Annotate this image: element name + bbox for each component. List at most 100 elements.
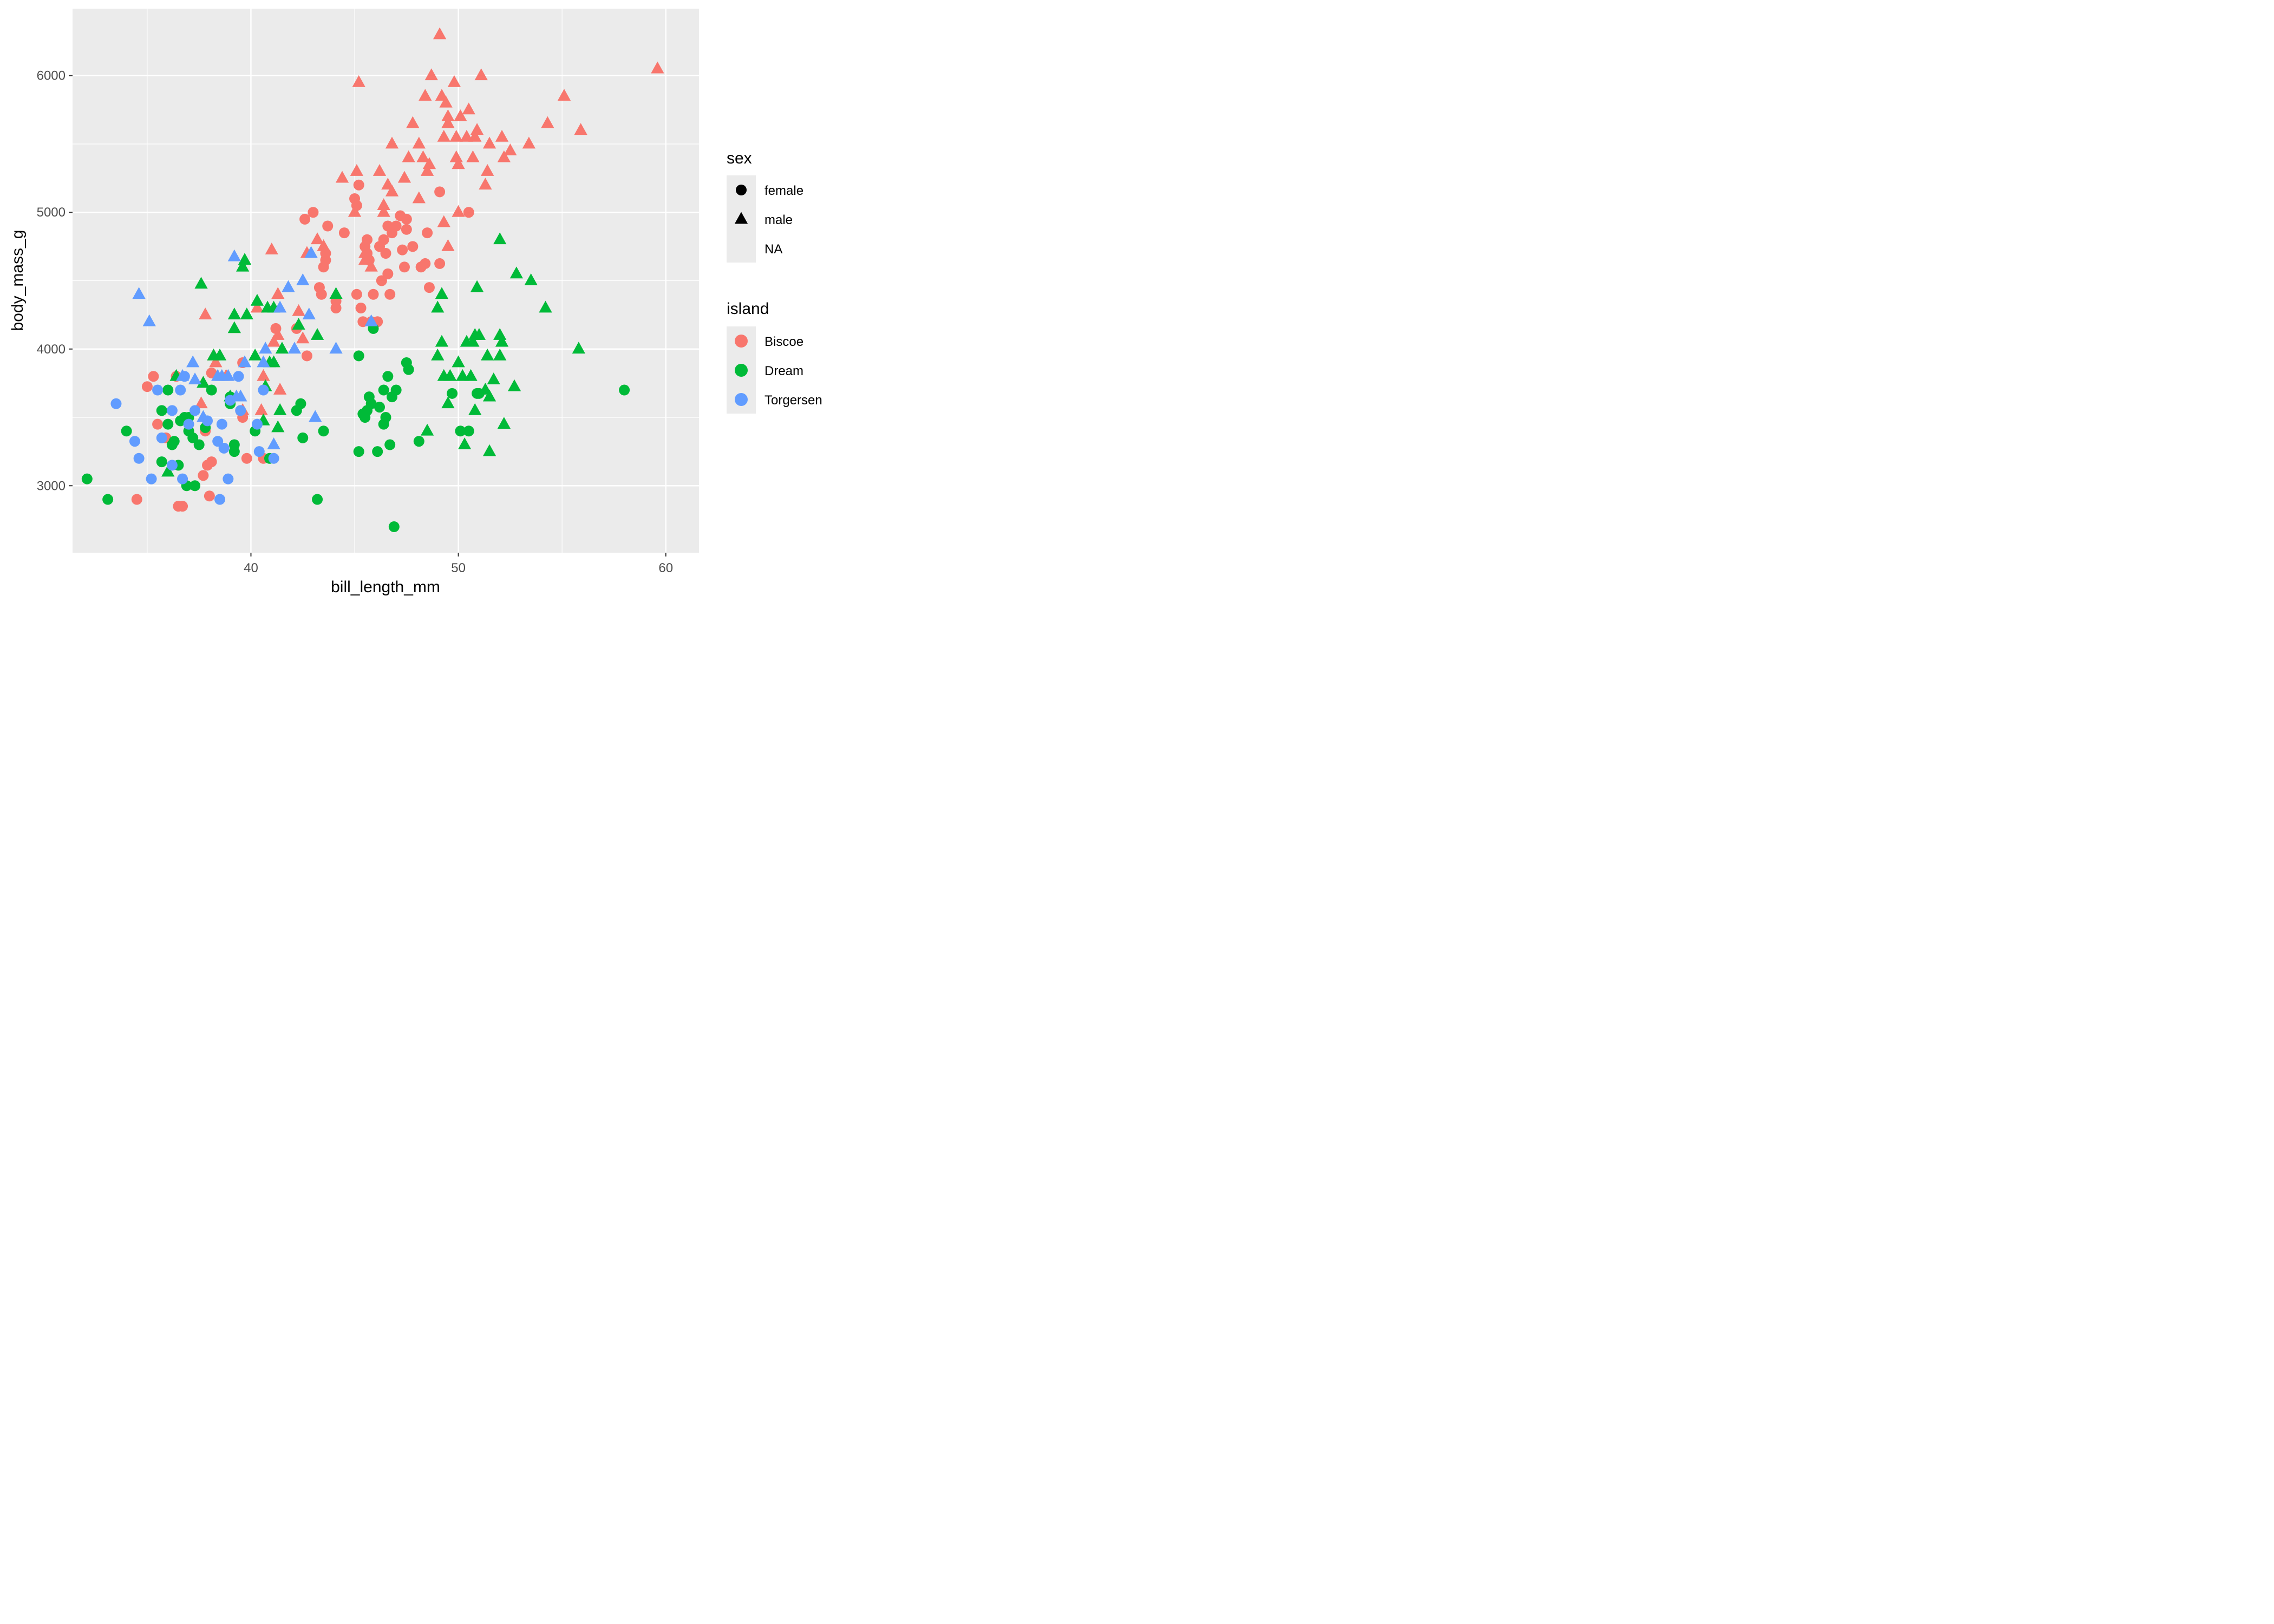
point-dream-male [539,300,552,313]
point-dream-female [403,364,414,375]
point-biscoe-female [423,282,435,293]
point-dream-female [374,402,385,413]
point-biscoe-female [398,261,410,273]
point-biscoe-male [522,136,535,149]
point-biscoe-male [441,109,455,121]
point-biscoe-male [504,143,517,155]
point-biscoe-male [358,246,372,258]
major-gridlines [73,9,699,553]
point-torgersen-male [296,273,310,285]
point-dream-female [353,446,364,457]
point-biscoe-male [454,109,467,121]
point-biscoe-male [416,150,430,162]
point-dream-male [161,464,175,477]
point-dream-female [365,398,377,409]
legend-key-female [736,185,747,195]
point-dream-female [390,384,402,396]
point-biscoe-male [481,163,494,176]
point-torgersen-female [268,453,279,464]
point-torgersen-male [227,249,241,261]
point-dream-male [493,232,507,245]
point-dream-female [102,494,114,505]
point-biscoe-male [495,129,509,142]
point-torgersen-male [259,342,272,354]
point-dream-female [156,456,167,468]
point-torgersen-male [197,410,210,422]
point-dream-female [190,480,201,492]
point-dream-male [431,300,445,313]
point-biscoe-male [310,232,324,245]
point-biscoe-female [141,381,153,392]
point-biscoe-female [380,247,391,259]
point-dream-female [81,473,93,484]
point-torgersen-male [186,355,200,368]
point-dream-male [458,437,472,449]
point-biscoe-male [402,150,415,162]
point-biscoe-male [199,307,212,319]
point-biscoe-male [449,129,463,142]
point-biscoe-male [296,331,310,344]
point-biscoe-male [466,150,480,162]
point-biscoe-female [353,179,364,191]
point-biscoe-male [385,136,399,149]
point-biscoe-male [265,243,278,255]
point-biscoe-female [206,456,217,468]
point-torgersen-female [110,398,122,409]
point-biscoe-female [401,213,412,225]
y-tick-label: 6000 [37,69,66,83]
point-biscoe-male [358,253,372,265]
point-dream-male [227,321,241,333]
point-torgersen-female [156,432,167,443]
point-biscoe-male [209,355,223,368]
point-biscoe-male [651,61,664,74]
point-dream-male [524,273,538,285]
point-biscoe-male [250,300,264,313]
point-dream-male [213,348,227,361]
point-biscoe-male [273,383,287,395]
point-torgersen-male [304,246,318,258]
legend-label-biscoe: Biscoe [764,335,803,349]
point-torgersen-female [129,436,140,447]
point-torgersen-female [258,384,269,396]
point-torgersen-female [214,494,226,505]
point-biscoe-female [301,350,312,362]
point-torgersen-female [175,384,186,396]
x-axis-ticks: 40 50 60 [244,553,673,575]
point-torgersen-female [233,371,244,382]
point-biscoe-male [350,163,364,176]
point-torgersen-female [216,418,227,430]
point-biscoe-female [308,207,319,218]
point-biscoe-male [479,178,492,190]
point-dream-female [447,388,458,399]
point-biscoe-male [470,123,484,135]
legend-key-dream [735,364,748,377]
point-dream-female [413,436,424,447]
point-dream-male [236,259,250,272]
point-biscoe-female [131,494,142,505]
point-dream-male [572,342,585,354]
point-biscoe-male [377,205,390,217]
point-biscoe-female [390,220,402,232]
legend-label-na: NA [764,242,782,257]
point-dream-male [292,318,305,330]
point-biscoe-male [412,191,426,204]
x-tick-label: 60 [658,561,673,575]
point-torgersen-male [234,389,247,402]
point-dream-male [464,369,478,381]
point-dream-male [507,379,521,391]
point-biscoe-female [382,268,394,279]
point-torgersen-female [218,442,230,454]
point-biscoe-male [267,335,280,347]
point-dream-male [275,342,289,354]
point-biscoe-male [460,129,474,142]
point-dream-male [441,396,455,409]
point-torgersen-male [221,369,235,381]
point-dream-male [240,307,253,319]
point-torgersen-male [287,342,302,354]
point-biscoe-female [434,258,446,269]
y-axis-title: body_mass_g [9,230,27,331]
point-torgersen-male [142,314,156,326]
point-biscoe-male [433,27,447,40]
legend-key-biscoe [735,335,748,348]
point-biscoe-female [422,227,433,239]
